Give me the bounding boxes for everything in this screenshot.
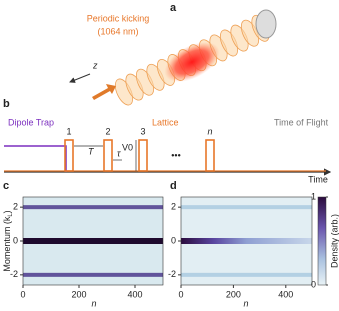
- momentum-band: [181, 205, 312, 210]
- x-tick-label: 0: [20, 289, 25, 299]
- y-tick-label: 0: [13, 235, 18, 245]
- momentum-band: [23, 238, 163, 244]
- y-axis-label: Momentum (kL): [2, 210, 13, 271]
- y-label-end: ): [2, 210, 12, 213]
- y-label-text: Momentum (k: [2, 216, 12, 272]
- panel-label: c: [3, 180, 9, 192]
- beam-title: Periodic kicking: [87, 13, 150, 23]
- pulse-label: n: [207, 126, 212, 136]
- beam-arrow: [92, 84, 116, 100]
- panel-label: b: [3, 98, 10, 110]
- pulse-label: 3: [140, 126, 145, 136]
- heatmap-frame: [22, 196, 164, 286]
- x-axis-label: n: [243, 298, 248, 308]
- pulses: [64, 139, 215, 172]
- dipole-trap-label: Dipole Trap: [8, 117, 54, 127]
- colorbar-tick-label: 0: [311, 279, 316, 289]
- time-label: Time: [308, 174, 328, 184]
- x-axis-label: n: [91, 298, 96, 308]
- heatmap-frame: [180, 196, 313, 286]
- depth-label: V0: [122, 142, 133, 152]
- width-label: τ: [117, 148, 121, 158]
- momentum-band: [181, 272, 312, 277]
- panel-label: a: [170, 2, 177, 14]
- momentum-band: [181, 238, 312, 244]
- x-tick-label: 400: [278, 289, 293, 299]
- ellipsis: •••: [171, 150, 180, 160]
- axis-label: z: [92, 60, 98, 70]
- y-tick-label: 2: [171, 202, 176, 212]
- colorbar: [317, 196, 327, 286]
- y-label-sub: L: [8, 213, 14, 217]
- x-tick-label: 0: [178, 289, 183, 299]
- period-label: T: [88, 146, 95, 156]
- y-tick-label: 2: [13, 202, 18, 212]
- dipole-trap-line: [4, 145, 67, 172]
- y-tick-label: -2: [168, 269, 176, 279]
- x-tick-label: 400: [127, 289, 142, 299]
- pulse-label: 1: [66, 126, 71, 136]
- atom-cloud: [164, 42, 220, 82]
- momentum-band: [23, 205, 163, 210]
- colorbar-tick-label: 1: [311, 191, 316, 201]
- momentum-band: [23, 272, 163, 277]
- y-tick-label: -2: [10, 269, 18, 279]
- z-arrow: [69, 73, 91, 83]
- mirror: [255, 9, 277, 39]
- tof-label: Time of Flight: [274, 117, 329, 127]
- lattice-label: Lattice: [152, 117, 179, 127]
- x-tick-label: 200: [71, 289, 86, 299]
- colorbar-label: Density (arb.): [329, 214, 339, 268]
- pulse-label: 2: [105, 126, 110, 136]
- beam-wavelength: (1064 nm): [97, 26, 138, 36]
- y-tick-label: 0: [171, 235, 176, 245]
- x-tick-label: 200: [226, 289, 241, 299]
- panel-label: d: [170, 180, 177, 192]
